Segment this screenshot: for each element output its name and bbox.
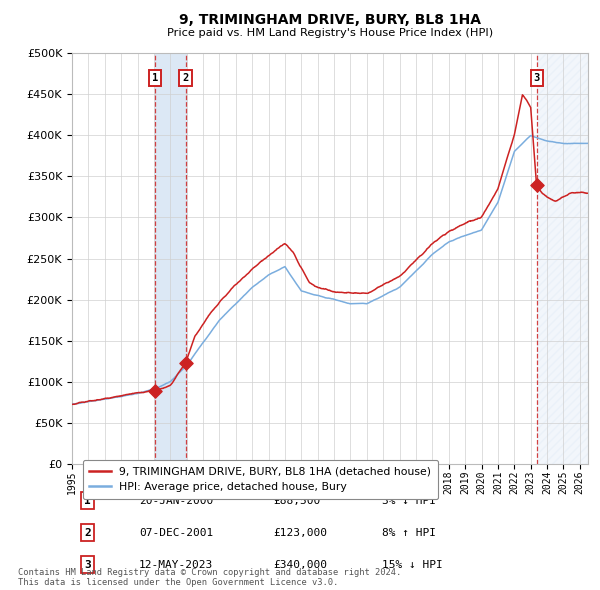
Bar [155,53,185,464]
Text: 15% ↓ HPI: 15% ↓ HPI [382,559,442,569]
Text: Contains HM Land Registry data © Crown copyright and database right 2024.: Contains HM Land Registry data © Crown c… [18,568,401,577]
Text: 3: 3 [533,73,539,83]
Text: This data is licensed under the Open Government Licence v3.0.: This data is licensed under the Open Gov… [18,578,338,587]
Legend: 9, TRIMINGHAM DRIVE, BURY, BL8 1HA (detached house), HPI: Average price, detache: 9, TRIMINGHAM DRIVE, BURY, BL8 1HA (deta… [83,460,438,499]
Text: 07-DEC-2001: 07-DEC-2001 [139,527,214,537]
Point [181,358,190,368]
Text: 8% ↑ HPI: 8% ↑ HPI [382,527,436,537]
Text: 3: 3 [84,559,91,569]
Text: £88,500: £88,500 [273,496,320,506]
Text: £340,000: £340,000 [273,559,327,569]
Point [150,386,160,396]
Point [532,180,541,189]
Bar [536,53,588,464]
Text: 1: 1 [84,496,91,506]
Text: Price paid vs. HM Land Registry's House Price Index (HPI): Price paid vs. HM Land Registry's House … [167,28,493,38]
Text: 2: 2 [182,73,188,83]
Text: 1: 1 [152,73,158,83]
Text: 9, TRIMINGHAM DRIVE, BURY, BL8 1HA: 9, TRIMINGHAM DRIVE, BURY, BL8 1HA [179,12,481,27]
Text: 3% ↓ HPI: 3% ↓ HPI [382,496,436,506]
Text: 20-JAN-2000: 20-JAN-2000 [139,496,214,506]
Text: 2: 2 [84,527,91,537]
Text: £123,000: £123,000 [273,527,327,537]
Text: 12-MAY-2023: 12-MAY-2023 [139,559,214,569]
